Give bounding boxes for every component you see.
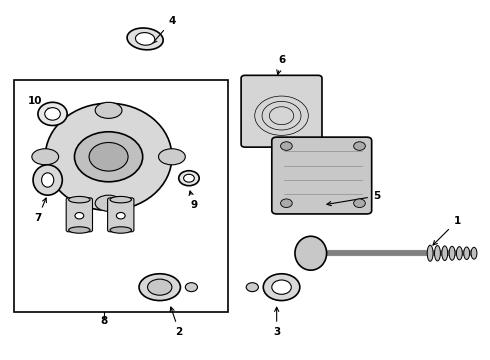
Ellipse shape bbox=[179, 171, 199, 186]
Ellipse shape bbox=[110, 197, 131, 203]
Ellipse shape bbox=[464, 247, 469, 260]
Ellipse shape bbox=[442, 246, 448, 261]
FancyBboxPatch shape bbox=[66, 198, 93, 232]
Ellipse shape bbox=[95, 102, 122, 118]
Ellipse shape bbox=[449, 246, 455, 260]
Ellipse shape bbox=[33, 165, 62, 195]
Ellipse shape bbox=[135, 33, 155, 45]
Ellipse shape bbox=[110, 227, 131, 233]
Ellipse shape bbox=[75, 212, 84, 219]
Ellipse shape bbox=[159, 149, 185, 165]
Ellipse shape bbox=[116, 212, 125, 219]
Ellipse shape bbox=[42, 173, 54, 187]
Text: 3: 3 bbox=[273, 307, 280, 337]
Circle shape bbox=[354, 142, 366, 150]
Ellipse shape bbox=[435, 246, 441, 261]
Text: 6: 6 bbox=[277, 55, 285, 74]
Ellipse shape bbox=[45, 103, 172, 210]
Text: 1: 1 bbox=[433, 216, 461, 245]
Text: 10: 10 bbox=[28, 96, 59, 114]
FancyBboxPatch shape bbox=[272, 137, 372, 214]
Text: 4: 4 bbox=[153, 16, 175, 43]
Ellipse shape bbox=[471, 247, 477, 259]
Text: 8: 8 bbox=[100, 316, 107, 326]
Bar bbox=[14, 80, 228, 312]
Ellipse shape bbox=[246, 283, 258, 292]
Ellipse shape bbox=[38, 102, 67, 126]
Circle shape bbox=[354, 199, 366, 207]
Ellipse shape bbox=[427, 245, 433, 261]
Ellipse shape bbox=[295, 236, 327, 270]
Text: 7: 7 bbox=[34, 198, 47, 222]
Circle shape bbox=[281, 199, 292, 207]
Ellipse shape bbox=[457, 247, 462, 260]
Ellipse shape bbox=[184, 174, 195, 182]
Ellipse shape bbox=[32, 149, 59, 165]
Circle shape bbox=[89, 143, 128, 171]
Ellipse shape bbox=[272, 280, 291, 294]
Text: 2: 2 bbox=[170, 307, 183, 337]
Circle shape bbox=[281, 142, 292, 150]
Text: 5: 5 bbox=[327, 191, 380, 206]
Ellipse shape bbox=[139, 274, 180, 301]
Ellipse shape bbox=[263, 274, 300, 301]
Ellipse shape bbox=[147, 279, 172, 295]
Ellipse shape bbox=[127, 28, 163, 50]
FancyBboxPatch shape bbox=[108, 198, 134, 232]
Ellipse shape bbox=[95, 195, 122, 211]
Ellipse shape bbox=[45, 108, 60, 120]
Ellipse shape bbox=[69, 227, 90, 233]
Circle shape bbox=[74, 132, 143, 182]
Ellipse shape bbox=[185, 283, 197, 292]
FancyBboxPatch shape bbox=[241, 75, 322, 147]
Ellipse shape bbox=[69, 197, 90, 203]
Text: 9: 9 bbox=[189, 191, 197, 210]
